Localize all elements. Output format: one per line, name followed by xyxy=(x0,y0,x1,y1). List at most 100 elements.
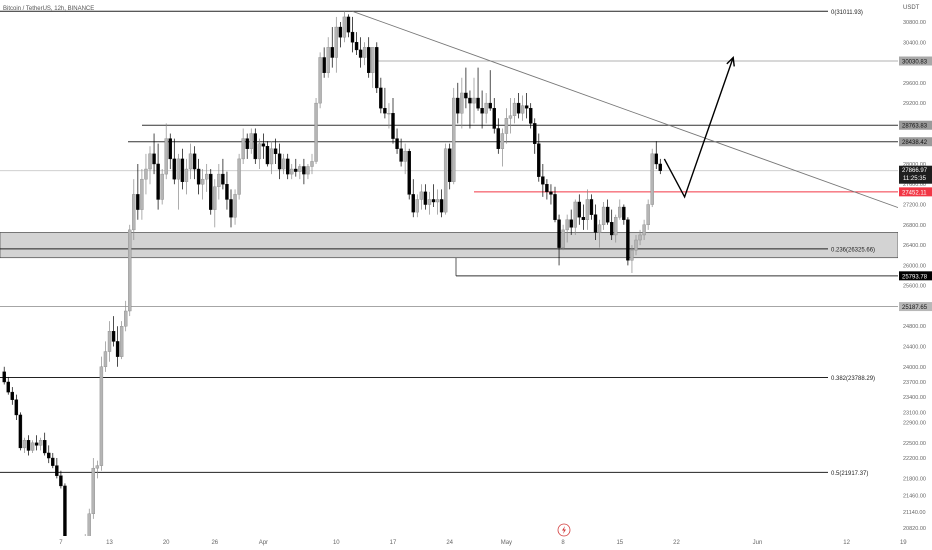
candle xyxy=(614,214,618,243)
red-level-tag-bg xyxy=(899,187,932,197)
date-tick-label: 15 xyxy=(616,540,623,546)
candle-body xyxy=(577,201,581,218)
candle-body xyxy=(488,102,492,109)
candle xyxy=(460,77,464,129)
candle-body xyxy=(610,222,614,236)
symbol-info: Bitcoin / TetherUS, 12h, BINANCE xyxy=(3,6,94,12)
candle-body xyxy=(537,143,541,177)
candle-body xyxy=(107,331,112,352)
candle xyxy=(500,128,505,167)
candle xyxy=(557,214,561,266)
price-tick-label: 26800.00 xyxy=(903,223,926,229)
candle xyxy=(318,52,322,109)
candle xyxy=(338,22,343,48)
candle xyxy=(589,194,594,220)
candle-body xyxy=(452,97,456,182)
candle-body xyxy=(99,366,104,466)
candle xyxy=(168,133,172,170)
candle xyxy=(95,460,100,479)
price-tick-label: 27600.00 xyxy=(903,182,926,188)
candle xyxy=(399,138,403,167)
price-tick-label: 21140.00 xyxy=(903,510,926,516)
candle-body xyxy=(91,467,96,515)
candle xyxy=(229,189,233,228)
price-tick-label: 23400.00 xyxy=(903,395,926,401)
price-tick-label: 21800.00 xyxy=(903,476,926,482)
candle xyxy=(136,163,140,220)
candle xyxy=(115,326,120,367)
candle-body xyxy=(249,133,253,149)
candle-body xyxy=(229,199,233,218)
candle xyxy=(456,82,460,124)
candle xyxy=(618,199,622,220)
candle xyxy=(407,148,411,200)
candle xyxy=(419,184,424,210)
candle xyxy=(565,214,569,243)
candle xyxy=(553,186,557,223)
candle xyxy=(496,118,500,154)
candle xyxy=(484,92,488,124)
candle-body xyxy=(43,440,47,454)
price-tick-label: 24400.00 xyxy=(903,344,926,350)
candle xyxy=(200,169,205,200)
candle xyxy=(488,70,492,111)
candle xyxy=(468,90,472,129)
candle-body xyxy=(265,146,270,165)
fib-0236-label: 0.236(26325.66) xyxy=(831,247,875,253)
candle-body xyxy=(322,57,326,73)
candle xyxy=(448,143,452,190)
candle xyxy=(123,300,128,332)
candle-body xyxy=(241,138,245,160)
candle xyxy=(111,316,116,347)
candle-body xyxy=(508,115,513,119)
candle xyxy=(492,98,496,134)
lightning-icon[interactable] xyxy=(557,523,571,537)
candle-body xyxy=(168,138,172,160)
date-axis xyxy=(0,536,900,550)
candle xyxy=(516,92,521,119)
candle-body xyxy=(427,199,432,205)
candle xyxy=(34,435,39,451)
candle xyxy=(294,158,298,177)
candle-body xyxy=(516,102,521,114)
candle xyxy=(593,204,598,241)
candle xyxy=(233,189,237,225)
candle xyxy=(622,204,626,225)
level-28438-tag-bg xyxy=(899,137,932,147)
candle-body xyxy=(140,178,144,210)
price-tick-label: 27200.00 xyxy=(903,203,926,209)
candle-body xyxy=(646,204,650,226)
level-28763-tag-bg xyxy=(899,120,932,130)
candle-body xyxy=(585,199,590,220)
candle-body xyxy=(156,163,160,200)
price-tick-label: 21460.00 xyxy=(903,494,926,500)
candle xyxy=(435,189,440,215)
candle-body xyxy=(468,97,472,104)
date-tick-label: 7 xyxy=(59,540,63,546)
candle xyxy=(51,452,55,469)
candle xyxy=(367,37,371,78)
candle-body xyxy=(298,166,302,172)
candle xyxy=(249,128,253,154)
candle xyxy=(221,158,225,190)
candle xyxy=(427,191,432,215)
candle xyxy=(119,321,124,360)
candle xyxy=(601,201,606,230)
red-level-tag-text: 27452.11 xyxy=(902,190,927,196)
date-tick-label: 20 xyxy=(163,540,170,546)
candle-body xyxy=(533,123,537,144)
candle-body xyxy=(630,249,634,261)
candle-body xyxy=(589,199,594,215)
candle xyxy=(541,163,545,197)
candle-body xyxy=(601,206,606,226)
candle-body xyxy=(184,168,189,182)
candle-body xyxy=(318,57,322,104)
candle-body xyxy=(51,457,55,466)
fib-0-label: 0(31011.93) xyxy=(831,10,863,16)
candle-body xyxy=(200,178,205,185)
candle-body xyxy=(192,153,197,170)
candle-body xyxy=(439,199,444,213)
candle xyxy=(581,204,586,230)
candle xyxy=(654,141,658,170)
